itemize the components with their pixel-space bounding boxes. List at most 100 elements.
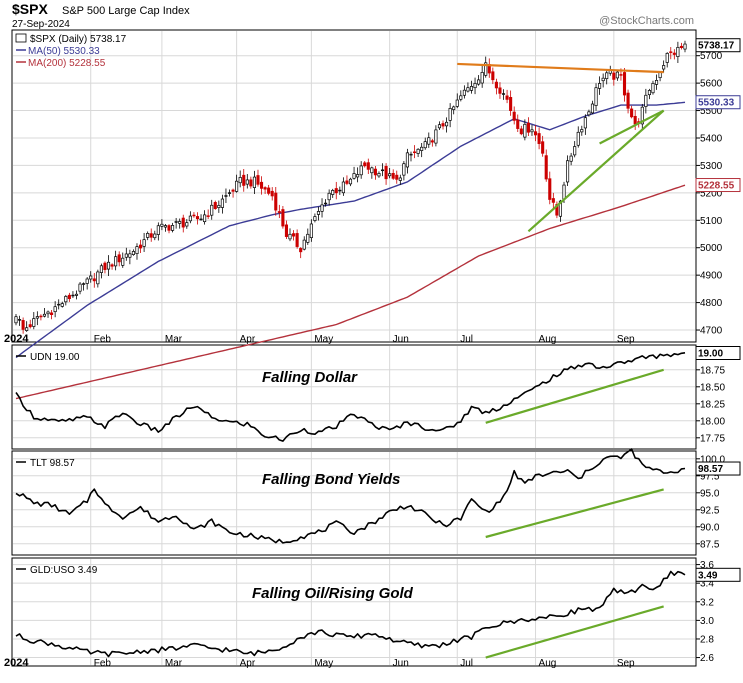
spx-candle (363, 161, 367, 168)
candle-body (195, 216, 200, 220)
candle-body (469, 86, 474, 91)
spx-candle (96, 269, 100, 288)
spx-candle (153, 230, 157, 241)
candle-body (562, 184, 566, 200)
spx-candle (594, 83, 598, 111)
spx-candle (284, 220, 288, 240)
spx-candle (455, 93, 459, 109)
candle-body (149, 233, 153, 238)
spx-candle (395, 170, 399, 184)
spx-candle (334, 181, 338, 200)
spx-candle (459, 90, 463, 102)
candle-body (74, 293, 79, 296)
month-label: Jul (460, 658, 473, 669)
spx-tick-label: 4800 (700, 298, 723, 309)
annotation-falling-oil-rising-gold: Falling Oil/Rising Gold (252, 585, 414, 602)
candle-body (576, 131, 580, 146)
spx-panel-frame (11, 29, 697, 343)
candle-body (57, 303, 61, 306)
candle-body (466, 87, 470, 92)
candle-body (494, 81, 498, 89)
candle-body (220, 198, 224, 208)
candle-body (284, 224, 288, 237)
candle-body (484, 62, 488, 76)
tlt-tick-label: 100.0 (700, 454, 725, 465)
month-label: Jun (393, 334, 409, 345)
spx-candle (605, 69, 609, 85)
spx-candle (573, 141, 577, 158)
spx-candle (441, 120, 445, 130)
month-label: Sep (617, 334, 635, 345)
candle-body (92, 278, 96, 282)
candle-body (434, 129, 438, 144)
spx-candle (302, 236, 306, 251)
candle-body (580, 129, 584, 133)
candle-body (316, 211, 321, 215)
spx-candle (227, 189, 232, 197)
spx-candle (345, 175, 349, 186)
spx-candle (74, 290, 79, 300)
spx-candle (39, 314, 43, 321)
spx-candle (480, 65, 484, 88)
udn-tick-label: 18.25 (700, 399, 725, 410)
candle-body (477, 79, 481, 85)
spx-candle (338, 186, 342, 195)
candle-body (352, 173, 356, 179)
candle-body (338, 189, 342, 192)
spx-candle (469, 80, 474, 94)
header-date: 27-Sep-2024 (12, 19, 70, 30)
candle-body (409, 153, 413, 156)
candle-body (370, 167, 374, 174)
gldus0-tick-label: 3.6 (700, 560, 714, 571)
candle-body (295, 233, 299, 247)
candle-body (50, 312, 54, 316)
spx-candle (647, 88, 651, 100)
spx-candle (377, 171, 381, 178)
spx-candle (551, 192, 555, 210)
candle-body (647, 90, 651, 96)
spx-candle (53, 301, 57, 318)
spx-candle (672, 49, 676, 60)
spx-candle (466, 82, 470, 93)
gldus0-tick-label: 3.4 (700, 579, 714, 590)
candle-body (60, 303, 64, 307)
header-symbol: $SPX (12, 1, 48, 17)
ma50-value-tag-box (695, 95, 741, 110)
gld-panel-frame (11, 557, 697, 667)
spx-candle (590, 100, 595, 115)
spx-candle (167, 224, 171, 234)
tlt-tick-label: 92.5 (700, 505, 720, 516)
spx-candle (356, 167, 360, 183)
spx-candle (35, 311, 39, 326)
spx-candle (462, 85, 466, 99)
spx-candle (359, 161, 363, 179)
candle-body (498, 87, 502, 94)
udn-tick-label: 18.75 (700, 365, 725, 376)
spx-candle (566, 155, 570, 187)
spx-candle (181, 214, 185, 233)
spx-candle (78, 282, 82, 295)
spx-candle (427, 132, 431, 148)
candle-body (430, 140, 434, 143)
candle-body (452, 106, 456, 110)
grid-layer (13, 31, 700, 665)
tlt-tick-label: 95.0 (700, 488, 720, 499)
candle-body (156, 225, 160, 235)
candle-body (249, 179, 253, 187)
header-name: S&P 500 Large Cap Index (62, 5, 190, 17)
candle-body (46, 311, 50, 315)
spx-candle (448, 103, 452, 128)
ma200-value-tag-text: 5228.55 (698, 181, 735, 192)
candle-body (679, 45, 683, 48)
spx-trendline-green (527, 109, 665, 233)
candle-body (587, 111, 591, 116)
month-label: Feb (94, 658, 112, 669)
spx-candle (477, 75, 481, 86)
month-label: May (314, 658, 333, 669)
candle-body (85, 278, 89, 284)
spx-candle (270, 187, 274, 201)
candle-body (185, 222, 189, 227)
candle-body (299, 248, 303, 253)
spx-tick-label: 4900 (700, 271, 723, 282)
spx-candle (256, 169, 260, 187)
